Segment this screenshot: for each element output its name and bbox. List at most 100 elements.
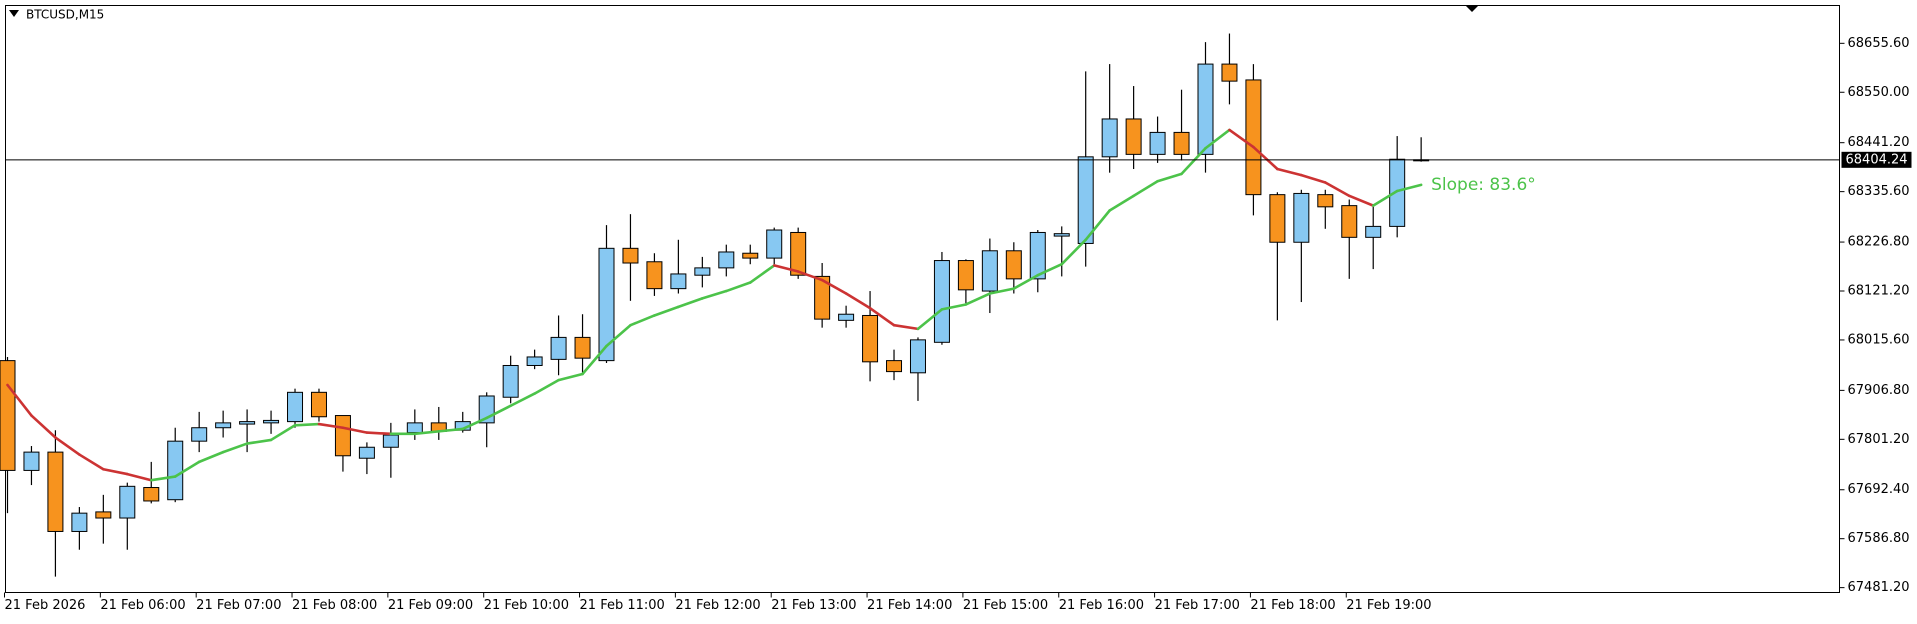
ma-segment bbox=[1395, 183, 1423, 193]
candle-body bbox=[718, 251, 735, 269]
candle-body bbox=[766, 229, 783, 259]
ma-segment bbox=[701, 289, 728, 300]
candle-body bbox=[1365, 225, 1382, 238]
ma-segment bbox=[54, 436, 81, 456]
y-tick-label: 67481.20 bbox=[1848, 580, 1910, 595]
candle-body bbox=[1341, 205, 1358, 238]
candle-body bbox=[1293, 192, 1310, 243]
shift-marker[interactable] bbox=[1465, 5, 1479, 12]
candle-body bbox=[742, 252, 759, 259]
current-price-tag bbox=[1841, 151, 1912, 168]
x-tick-label: 21 Feb 06:00 bbox=[100, 598, 185, 613]
candle-body bbox=[933, 260, 950, 343]
x-tick-label: 21 Feb 19:00 bbox=[1346, 598, 1431, 613]
ma-segment bbox=[844, 292, 872, 310]
ma-segment bbox=[102, 467, 129, 476]
y-tick-label: 67906.80 bbox=[1848, 383, 1910, 398]
ma-segment bbox=[677, 297, 704, 309]
candle-body bbox=[1221, 63, 1238, 82]
ma-segment bbox=[1228, 128, 1255, 149]
candle-body bbox=[622, 247, 639, 264]
current-price-label: 68404.24 bbox=[1846, 152, 1908, 167]
ma-segment bbox=[78, 453, 105, 471]
candle-body bbox=[334, 415, 351, 457]
candle-body bbox=[1245, 79, 1262, 196]
ma-segment bbox=[293, 422, 321, 427]
ma-segment bbox=[149, 475, 177, 482]
menu-triangle[interactable] bbox=[9, 10, 19, 17]
ma-segment bbox=[126, 472, 153, 482]
candle-body bbox=[646, 261, 663, 290]
ma-segment bbox=[1084, 209, 1111, 242]
candle-body bbox=[981, 250, 998, 292]
y-tick-label: 68335.60 bbox=[1848, 184, 1910, 199]
plot-frame bbox=[5, 5, 1840, 593]
ma-segment bbox=[6, 383, 33, 417]
y-tick-label: 68226.80 bbox=[1848, 235, 1910, 250]
x-tick-label: 21 Feb 10:00 bbox=[484, 598, 569, 613]
ma-segment bbox=[557, 372, 584, 382]
ma-segment bbox=[1324, 181, 1351, 198]
ma-segment bbox=[653, 305, 680, 317]
candle-body bbox=[526, 356, 543, 366]
y-tick-label: 68015.60 bbox=[1848, 332, 1910, 347]
candle-body bbox=[814, 275, 831, 320]
ma-segment bbox=[988, 287, 1016, 295]
candle-body bbox=[574, 336, 591, 359]
x-tick-label: 21 Feb 14:00 bbox=[867, 598, 952, 613]
candle-body bbox=[670, 273, 687, 290]
ma-segment bbox=[1204, 128, 1231, 150]
ma-segment bbox=[820, 278, 848, 295]
candle-body bbox=[1389, 158, 1406, 227]
ma-segment bbox=[341, 426, 369, 434]
ma-segment bbox=[796, 270, 824, 282]
candle-body bbox=[95, 511, 112, 519]
ma-segment bbox=[269, 423, 297, 442]
x-tick-label: 21 Feb 17:00 bbox=[1155, 598, 1240, 613]
ma-segment bbox=[1060, 238, 1087, 266]
candle-body bbox=[310, 391, 327, 418]
x-tick-label: 21 Feb 16:00 bbox=[1059, 598, 1144, 613]
x-tick-label: 21 Feb 07:00 bbox=[196, 598, 281, 613]
y-tick-label: 67692.40 bbox=[1848, 482, 1910, 497]
ma-segment bbox=[30, 414, 57, 439]
ma-segment bbox=[1012, 273, 1040, 290]
candle-body bbox=[694, 267, 711, 276]
ma-segment bbox=[413, 430, 441, 436]
ma-segment bbox=[1036, 262, 1064, 277]
candle-body bbox=[1101, 118, 1118, 158]
ma-segment bbox=[317, 422, 345, 430]
candle-body bbox=[382, 434, 399, 448]
ma-segment bbox=[533, 378, 560, 395]
candle-body bbox=[502, 364, 519, 398]
candle-body bbox=[790, 231, 807, 276]
ma-segment bbox=[581, 344, 608, 376]
candle-body bbox=[23, 451, 40, 471]
candle-body bbox=[1197, 63, 1214, 155]
slope-annotation: Slope: 83.6° bbox=[1431, 175, 1536, 195]
candle-body bbox=[1125, 118, 1142, 155]
y-tick-label: 68655.60 bbox=[1848, 36, 1910, 51]
x-tick-label: 21 Feb 11:00 bbox=[580, 598, 665, 613]
ma-segment bbox=[197, 450, 225, 464]
candle-body bbox=[1317, 194, 1334, 208]
ma-segment bbox=[509, 392, 536, 408]
candle-body bbox=[1173, 131, 1190, 155]
x-tick-label: 21 Feb 09:00 bbox=[388, 598, 473, 613]
ma-segment bbox=[1371, 189, 1399, 207]
ma-segment bbox=[1180, 146, 1207, 176]
candle-body bbox=[1077, 156, 1094, 244]
ma-segment bbox=[940, 303, 968, 311]
ma-segment bbox=[1276, 167, 1303, 177]
candle-body bbox=[1269, 194, 1286, 243]
candle-body bbox=[239, 421, 256, 425]
x-tick-label: 21 Feb 13:00 bbox=[771, 598, 856, 613]
ma-segment bbox=[221, 442, 249, 454]
symbol-title: BTCUSD,M15 bbox=[26, 8, 104, 22]
x-tick-label: 21 Feb 12:00 bbox=[675, 598, 760, 613]
ma-segment bbox=[461, 416, 489, 431]
ma-segment bbox=[629, 314, 656, 327]
candle-body bbox=[598, 247, 615, 362]
candle-body bbox=[838, 313, 855, 321]
